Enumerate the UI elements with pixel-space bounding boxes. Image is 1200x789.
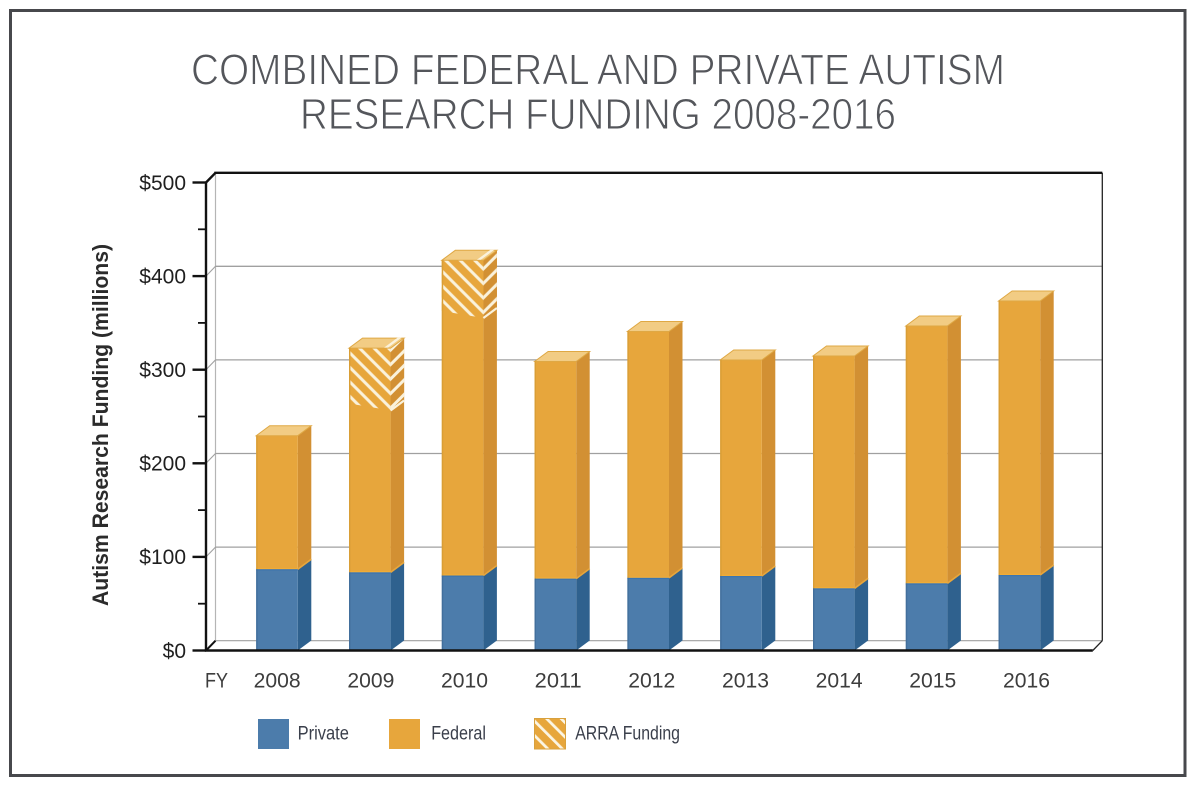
svg-text:FY: FY <box>205 670 228 693</box>
svg-text:$0: $0 <box>163 640 186 663</box>
svg-text:Federal: Federal <box>431 724 486 745</box>
svg-text:$500: $500 <box>139 172 186 195</box>
svg-text:$400: $400 <box>139 265 186 288</box>
svg-text:2011: 2011 <box>535 670 582 693</box>
svg-text:$200: $200 <box>139 453 186 476</box>
svg-text:2008: 2008 <box>254 670 301 693</box>
svg-text:RESEARCH FUNDING 2008-2016: RESEARCH FUNDING 2008-2016 <box>300 90 896 139</box>
svg-text:COMBINED FEDERAL AND PRIVATE A: COMBINED FEDERAL AND PRIVATE AUTISM <box>191 46 1005 95</box>
svg-text:2014: 2014 <box>816 670 863 693</box>
svg-text:RESEARCH FUNDING 2008-2016: RESEARCH FUNDING 2008-2016 <box>300 90 896 139</box>
svg-text:2016: 2016 <box>1003 670 1050 693</box>
svg-text:ARRA Funding: ARRA Funding <box>575 724 680 745</box>
svg-text:2015: 2015 <box>909 670 956 693</box>
svg-text:Autism Research Funding (milli: Autism Research Funding (millions) <box>88 244 113 606</box>
svg-text:2009: 2009 <box>347 670 394 693</box>
svg-text:$100: $100 <box>139 546 186 569</box>
svg-text:$300: $300 <box>139 359 186 382</box>
svg-text:2013: 2013 <box>722 670 769 693</box>
svg-text:2010: 2010 <box>441 670 488 693</box>
svg-text:Private: Private <box>298 724 349 745</box>
svg-text:2012: 2012 <box>628 670 675 693</box>
svg-text:COMBINED FEDERAL AND PRIVATE A: COMBINED FEDERAL AND PRIVATE AUTISM <box>191 46 1005 95</box>
